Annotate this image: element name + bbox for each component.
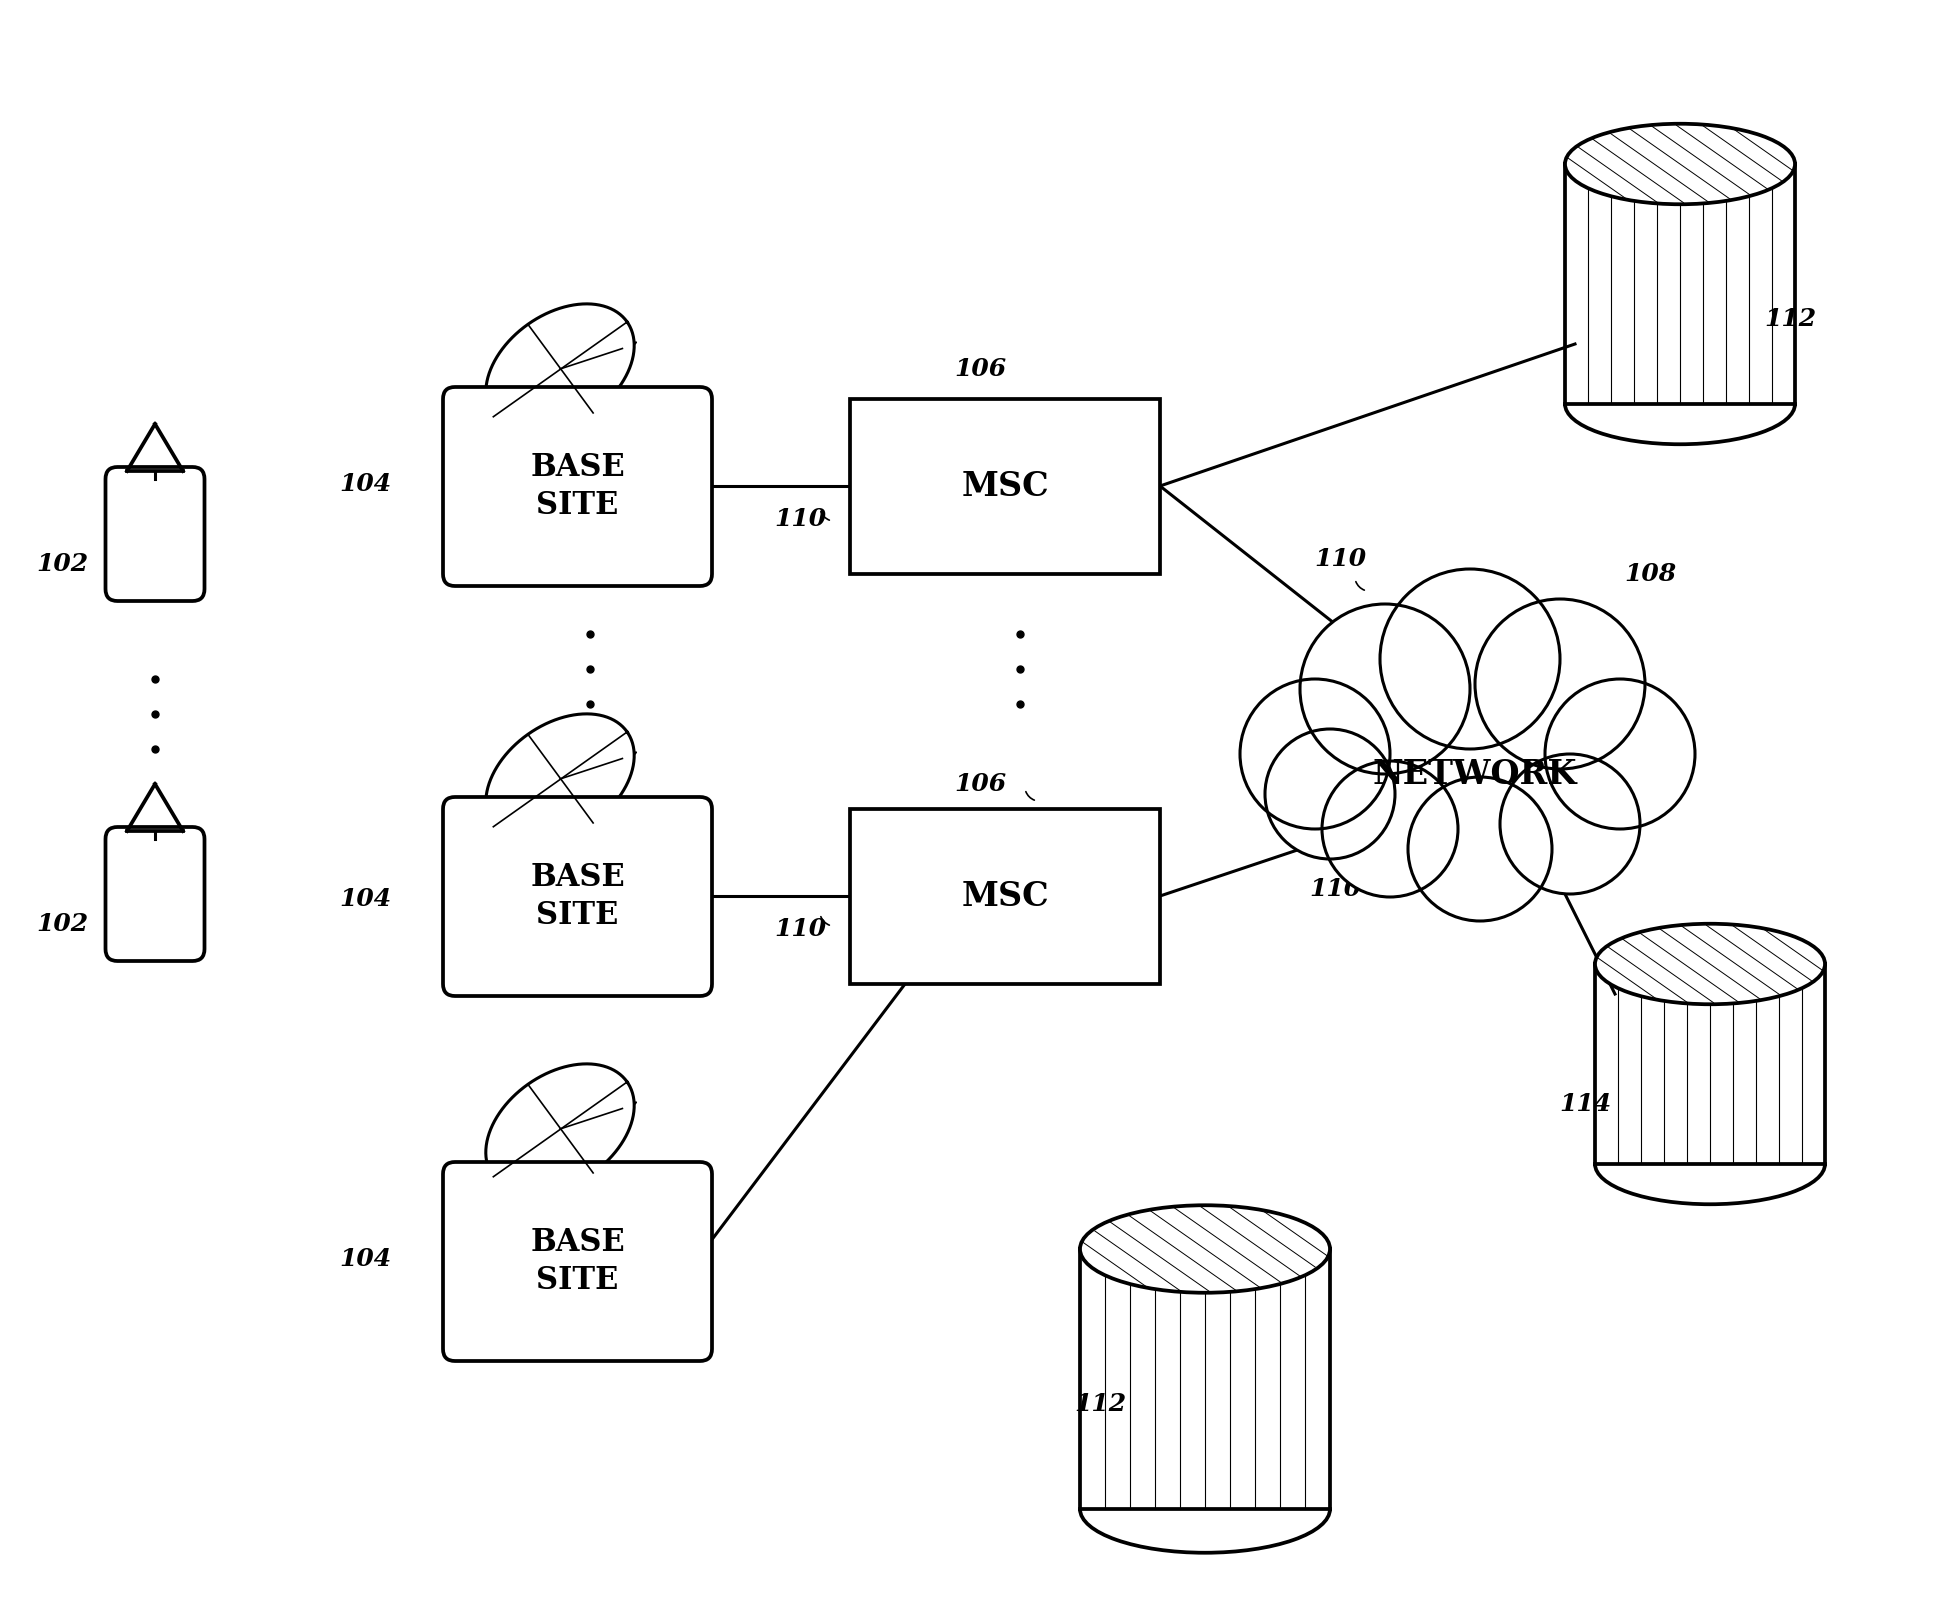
Text: 110: 110 — [1309, 876, 1361, 901]
Text: 108: 108 — [1625, 562, 1676, 586]
Text: MSC: MSC — [961, 470, 1049, 504]
Text: 112: 112 — [1764, 307, 1816, 331]
FancyBboxPatch shape — [443, 1162, 713, 1361]
Text: 106: 106 — [953, 771, 1006, 796]
Text: 104: 104 — [340, 471, 391, 495]
Text: 106: 106 — [953, 357, 1006, 381]
Ellipse shape — [1596, 923, 1824, 1004]
Polygon shape — [486, 303, 635, 434]
Text: MSC: MSC — [961, 880, 1049, 914]
Text: BASE
SITE: BASE SITE — [529, 452, 625, 521]
Circle shape — [1500, 754, 1641, 894]
Circle shape — [1475, 599, 1644, 768]
Text: 112: 112 — [1074, 1391, 1127, 1415]
Polygon shape — [486, 1064, 635, 1194]
Ellipse shape — [1080, 1206, 1330, 1293]
FancyBboxPatch shape — [850, 809, 1160, 985]
Text: 110: 110 — [773, 507, 826, 531]
Text: 104: 104 — [340, 1248, 391, 1270]
FancyBboxPatch shape — [443, 387, 713, 586]
Polygon shape — [486, 713, 635, 844]
Text: 110: 110 — [1314, 547, 1365, 571]
FancyBboxPatch shape — [105, 826, 205, 960]
Text: 110: 110 — [773, 917, 826, 941]
Text: BASE
SITE: BASE SITE — [529, 862, 625, 931]
Circle shape — [1322, 760, 1459, 897]
Text: BASE
SITE: BASE SITE — [529, 1227, 625, 1296]
Text: 102: 102 — [35, 912, 88, 936]
FancyBboxPatch shape — [850, 399, 1160, 575]
Ellipse shape — [1564, 124, 1795, 205]
Text: 114: 114 — [1558, 1093, 1611, 1115]
Text: NETWORK: NETWORK — [1373, 757, 1578, 791]
Circle shape — [1545, 679, 1695, 830]
Circle shape — [1240, 679, 1391, 830]
Text: 110: 110 — [635, 1177, 686, 1201]
Text: 104: 104 — [340, 888, 391, 910]
FancyBboxPatch shape — [105, 466, 205, 600]
PathPatch shape — [1596, 964, 1824, 1164]
PathPatch shape — [1564, 165, 1795, 404]
Text: 102: 102 — [35, 552, 88, 576]
Circle shape — [1381, 570, 1560, 749]
Circle shape — [1266, 730, 1394, 859]
Circle shape — [1301, 604, 1471, 775]
PathPatch shape — [1080, 1249, 1330, 1509]
Circle shape — [1408, 776, 1553, 922]
FancyBboxPatch shape — [443, 797, 713, 996]
